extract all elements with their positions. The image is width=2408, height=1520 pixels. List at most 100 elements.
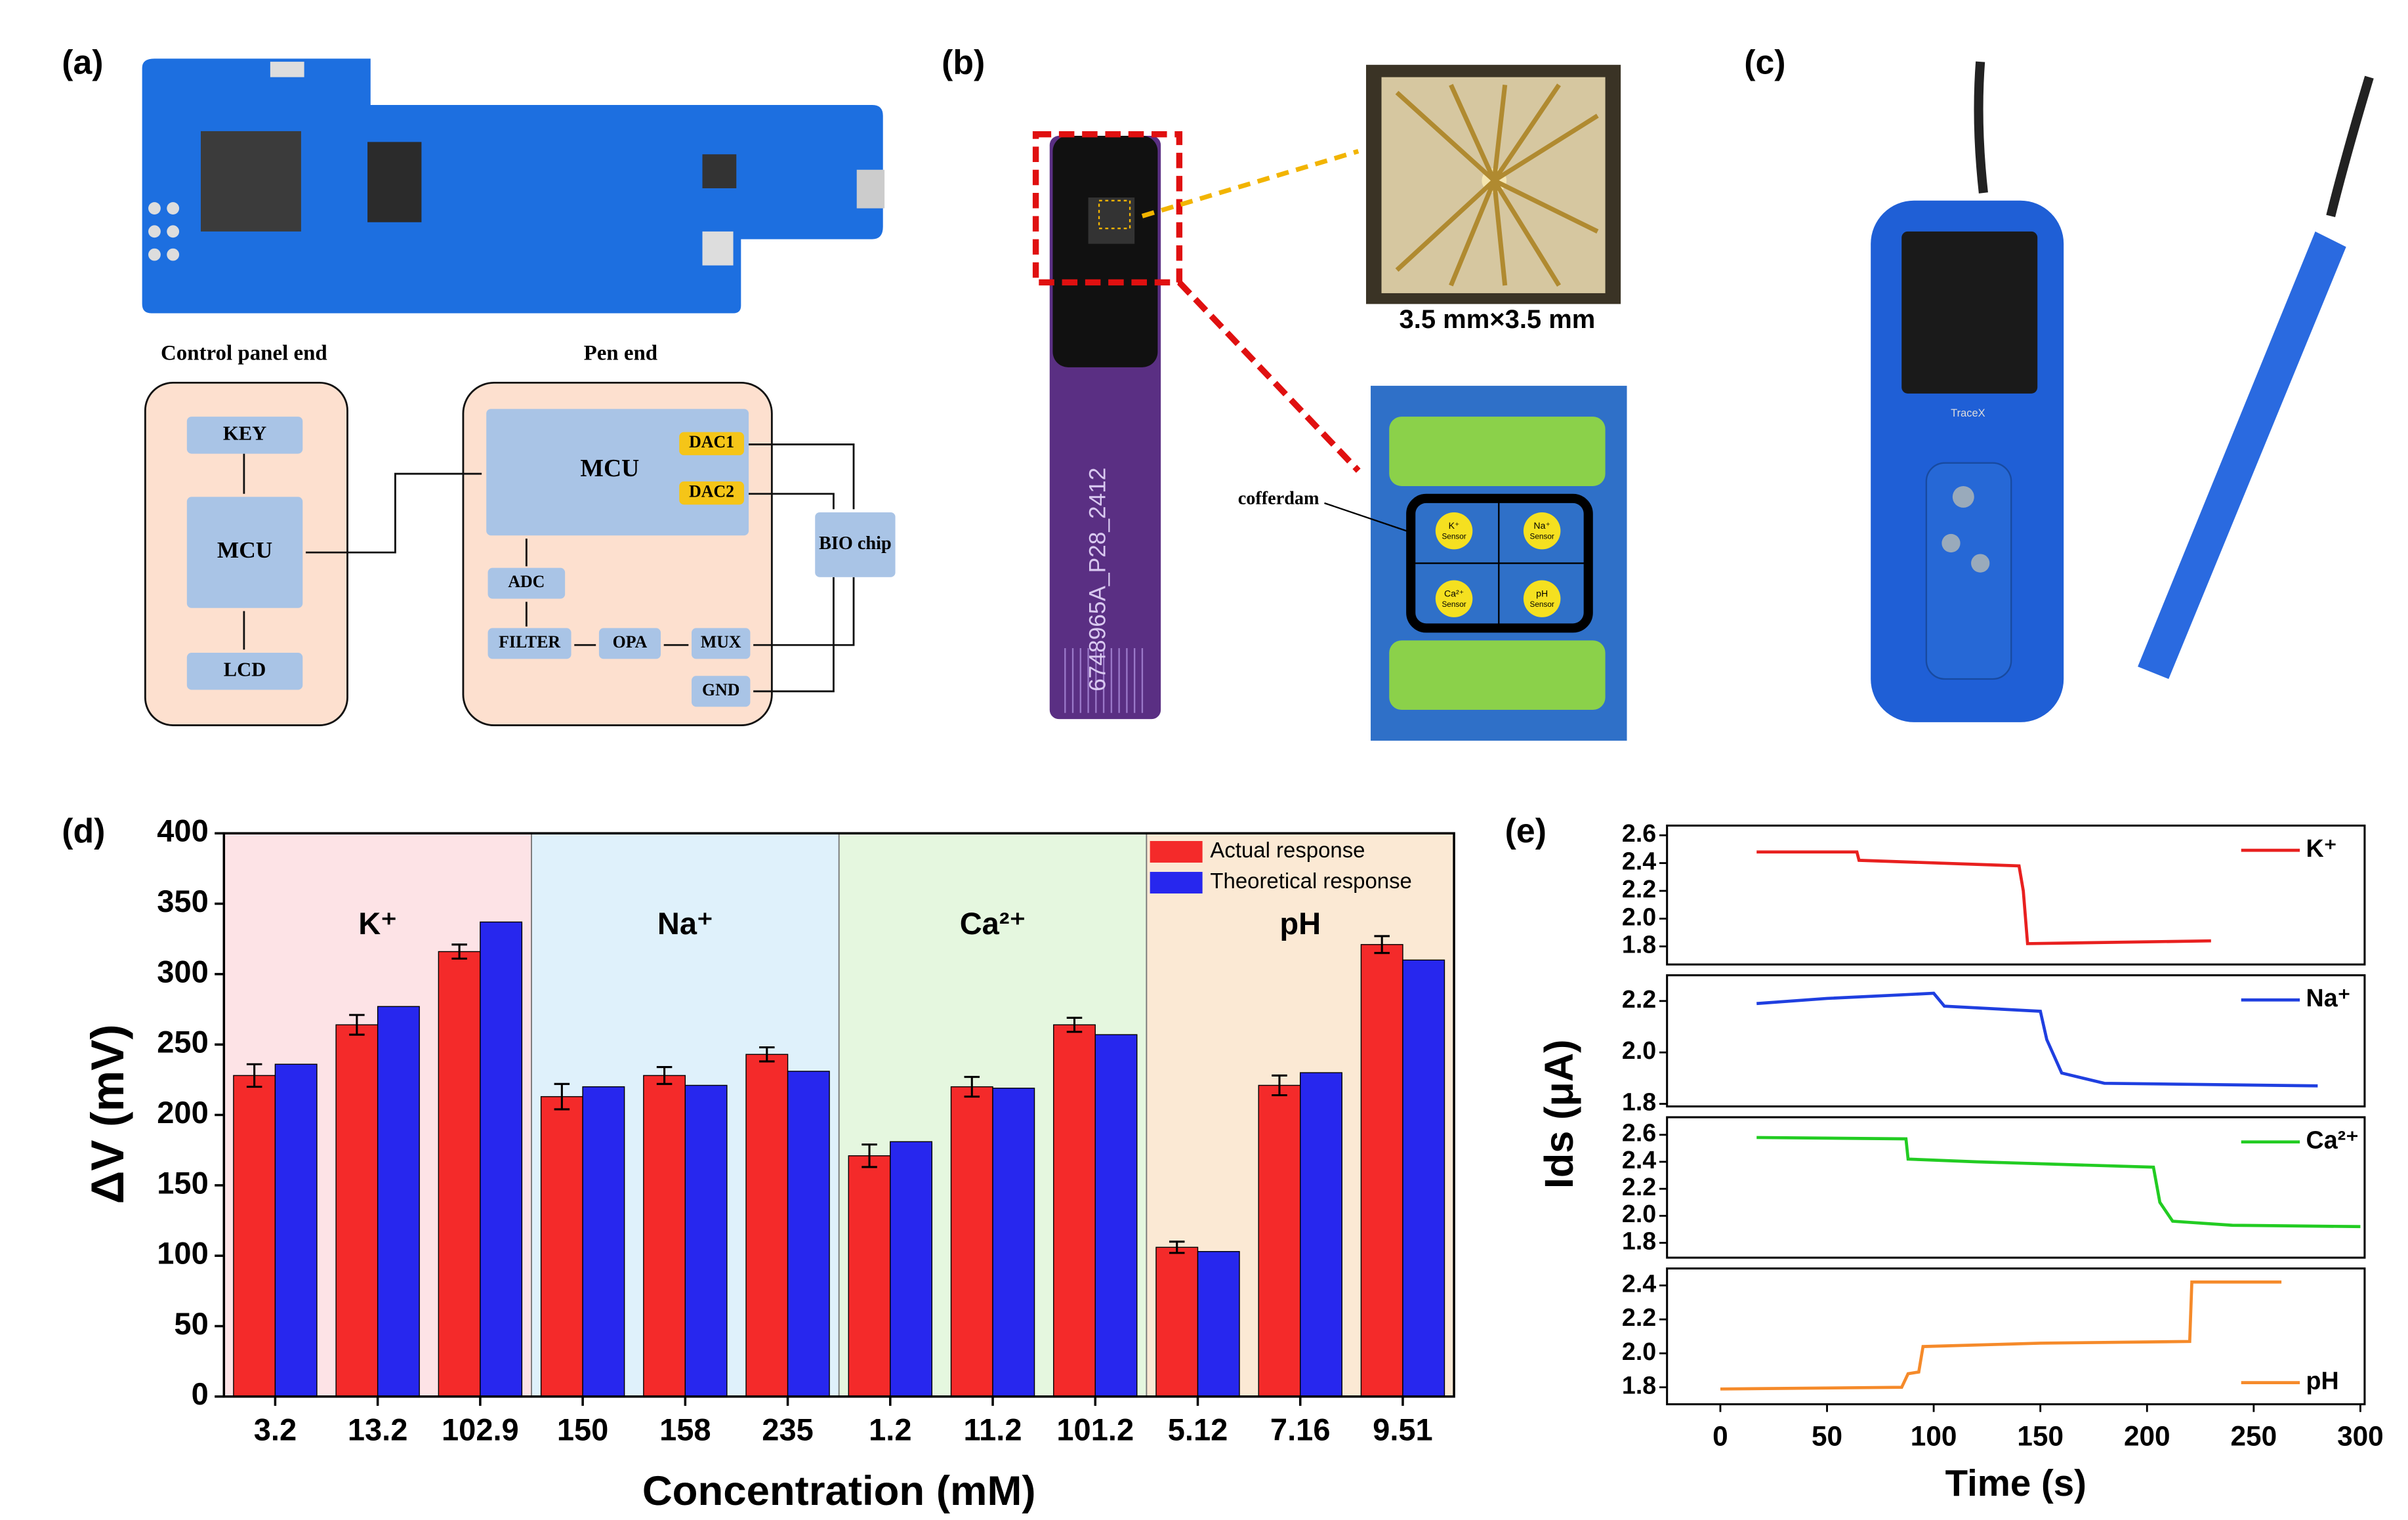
bar (1360, 944, 1403, 1397)
plot-frame (1666, 974, 2366, 1108)
node-label: OPA (613, 632, 648, 651)
group-label: Pen end (584, 342, 658, 365)
group-name: pH (1279, 906, 1321, 941)
node-box (692, 676, 751, 707)
bar (540, 1096, 583, 1397)
legend-label: Na⁺ (2306, 984, 2351, 1012)
node-label: KEY (223, 422, 266, 444)
y-tick-label: 400 (157, 813, 208, 848)
sensor-label: Sensor (1442, 533, 1466, 541)
sensor-label: Sensor (1530, 533, 1554, 541)
error-bar (964, 1076, 980, 1098)
line (1756, 850, 2211, 945)
bar (992, 1088, 1035, 1397)
error-bar (861, 1143, 877, 1168)
bar (643, 1075, 686, 1397)
bar (582, 1086, 625, 1397)
bar (233, 1075, 276, 1397)
x-axis-label: Time (s) (1945, 1462, 2086, 1504)
bar (848, 1155, 891, 1397)
error-bar (1169, 1241, 1185, 1254)
bar (1258, 1084, 1301, 1397)
node-box (186, 497, 303, 608)
y-tick-label: 1.8 (1622, 1372, 1656, 1399)
error-bar (349, 1014, 365, 1036)
node-box (488, 628, 571, 659)
group-name: Ca²⁺ (960, 906, 1026, 941)
y-tick-label: 2.4 (1622, 1146, 1656, 1174)
x-tick-label: 101.2 (1056, 1412, 1134, 1447)
y-tick-label: 2.0 (1622, 903, 1656, 930)
bar (335, 1024, 379, 1397)
y-tick-label: 300 (157, 954, 208, 989)
node-box (815, 512, 896, 577)
device-brand: TraceX (1951, 407, 1985, 419)
node-label: BIO chip (819, 533, 892, 554)
x-tick-label: 50 (1812, 1421, 1842, 1452)
plot-frame (1666, 824, 2366, 966)
x-tick-label: 102.9 (442, 1412, 519, 1447)
x-tick-label: 158 (659, 1412, 711, 1447)
plot-frame (1666, 1116, 2366, 1259)
node-label: FILTER (499, 632, 560, 651)
panel-label: (b) (942, 43, 985, 81)
bar (1402, 959, 1445, 1397)
error-bar (1374, 935, 1390, 955)
pcb-photo (142, 58, 885, 314)
error-bar (451, 943, 467, 960)
legend-label: K⁺ (2306, 834, 2337, 862)
node-label: MUX (701, 632, 741, 651)
y-tick-label: 0 (192, 1376, 209, 1411)
node-box (692, 628, 751, 659)
y-tick-label: 2.0 (1622, 1037, 1656, 1064)
panel-label: (a) (62, 43, 103, 81)
sensor-pad (1435, 512, 1473, 550)
y-tick-label: 2.6 (1622, 819, 1656, 847)
panel-label: (d) (62, 811, 105, 850)
bar (1094, 1034, 1138, 1397)
node-box (679, 432, 745, 455)
bar (684, 1084, 728, 1397)
group-name: Na⁺ (657, 906, 713, 941)
error-bar (759, 1046, 775, 1063)
sensor-pad (1523, 512, 1561, 550)
line (1720, 1280, 2282, 1391)
legend-label: pH (2306, 1367, 2339, 1395)
sensor-ion: pH (1536, 588, 1548, 598)
y-tick-label: 350 (157, 884, 208, 918)
node-label: DAC2 (689, 482, 734, 501)
legend-label: Theoretical response (1210, 869, 1411, 893)
y-tick-label: 2.2 (1622, 1304, 1656, 1331)
x-tick-label: 3.2 (254, 1412, 297, 1447)
legend-label: Ca²⁺ (2306, 1126, 2359, 1154)
y-tick-label: 2.2 (1622, 985, 1656, 1013)
y-axis-label: ΔV (mV) (81, 1024, 133, 1204)
x-tick-label: 7.16 (1270, 1412, 1331, 1447)
y-tick-label: 2.0 (1622, 1200, 1656, 1227)
bar (1155, 1246, 1199, 1397)
y-tick-label: 2.0 (1622, 1338, 1656, 1365)
sensor-pad (1523, 580, 1561, 617)
bar (480, 921, 523, 1397)
sensor-label: Sensor (1442, 600, 1466, 609)
error-bar (554, 1082, 570, 1111)
line (1756, 1136, 2361, 1229)
node-box (186, 653, 303, 690)
legend-swatch (1150, 840, 1203, 863)
node-label: MCU (217, 537, 272, 563)
y-tick-label: 2.4 (1622, 848, 1656, 875)
y-tick-label: 2.6 (1622, 1119, 1656, 1147)
bar (745, 1054, 789, 1397)
x-tick-label: 13.2 (348, 1412, 408, 1447)
node-label: MCU (580, 455, 639, 482)
node-box (488, 567, 566, 599)
chip-size: 3.5 mm×3.5 mm (1400, 305, 1596, 334)
x-tick-label: 9.51 (1373, 1412, 1433, 1447)
sensor-pad (1435, 580, 1473, 617)
chip-serial: 6748965A_P28_2412 (1085, 468, 1110, 691)
x-tick-label: 11.2 (964, 1412, 1022, 1447)
legend-label: Actual response (1210, 838, 1365, 862)
x-tick-label: 100 (1911, 1421, 1957, 1452)
bar (1053, 1024, 1096, 1397)
sensor-ion: Ca²⁺ (1444, 588, 1464, 598)
